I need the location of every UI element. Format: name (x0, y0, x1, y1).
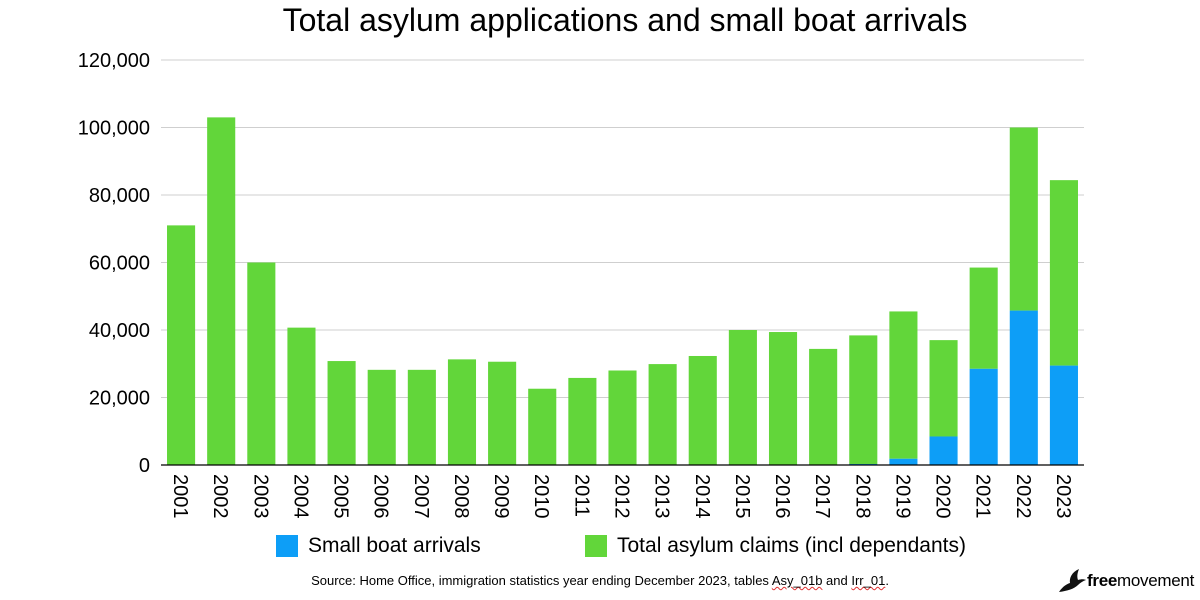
x-tick-label: 2017 (811, 474, 833, 519)
x-tick-label: 2014 (691, 474, 713, 519)
x-tick-label: 2003 (249, 474, 271, 519)
x-tick-label: 2004 (289, 474, 311, 519)
x-tick-label: 2021 (972, 474, 994, 519)
bar-total-asylum-claims-2016 (768, 332, 798, 465)
bar-small-boat-arrivals-2020 (929, 436, 958, 465)
x-tick-label: 2019 (891, 474, 913, 519)
bar-total-asylum-claims-2012 (608, 370, 637, 465)
bar-total-asylum-claims-2002 (207, 117, 236, 465)
bar-total-asylum-claims-2017 (809, 348, 838, 465)
legend-item-total-asylum-claims: Total asylum claims (incl dependants) (585, 534, 966, 558)
x-tick-labels: 2001 2002 2003 2004 2005 2006 2007 2008 2009 2010… (169, 474, 1074, 519)
x-tick-label: 2005 (330, 474, 352, 519)
bar-total-asylum-claims-2001 (167, 225, 196, 465)
x-tick-label: 2023 (1052, 474, 1074, 519)
source-note-table-2: Irr_01 (851, 573, 886, 588)
bar-total-asylum-claims-2023 (1049, 180, 1078, 366)
bar-total-asylum-claims-2005 (327, 361, 356, 465)
brand-name-rest: movement (1117, 571, 1194, 590)
legend-label-small-boat-arrivals: Small boat arrivals (308, 534, 481, 557)
legend-swatch-total-asylum-claims (585, 535, 607, 557)
bar-total-asylum-claims-2018 (849, 335, 878, 464)
bar-total-asylum-claims-2004 (287, 327, 316, 465)
x-tick-label: 2018 (851, 474, 873, 519)
x-tick-label: 2006 (370, 474, 392, 519)
x-tick-label: 2020 (932, 474, 954, 519)
y-tick-label: 60,000 (89, 253, 150, 275)
bar-total-asylum-claims-2021 (969, 267, 998, 369)
x-tick-label: 2011 (570, 474, 592, 517)
bars (167, 117, 1078, 465)
bar-total-asylum-claims-2022 (1009, 127, 1038, 311)
x-tick-label: 2022 (1012, 474, 1034, 519)
legend: Small boat arrivals Total asylum claims … (0, 534, 1200, 564)
source-note-suffix: . (885, 573, 889, 588)
x-tick-label: 2008 (450, 474, 472, 519)
y-tick-label: 120,000 (78, 50, 150, 72)
bar-total-asylum-claims-2008 (447, 359, 477, 465)
source-note-prefix: Source: Home Office, immigration statist… (311, 573, 772, 588)
bar-small-boat-arrivals-2022 (1009, 310, 1038, 465)
chart-title: Total asylum applications and small boat… (282, 2, 968, 38)
bar-total-asylum-claims-2014 (688, 355, 717, 465)
x-tick-label: 2012 (611, 474, 633, 519)
x-tick-label: 2002 (209, 474, 231, 519)
bar-total-asylum-claims-2006 (367, 369, 396, 465)
bar-total-asylum-claims-2011 (568, 377, 597, 465)
x-tick-label: 2009 (490, 474, 512, 519)
y-tick-label: 20,000 (89, 388, 150, 410)
legend-swatch-small-boat-arrivals (276, 535, 298, 557)
x-tick-label: 2015 (731, 474, 753, 519)
bar-total-asylum-claims-2003 (247, 262, 276, 465)
x-tick-label: 2016 (771, 474, 793, 519)
bar-total-asylum-claims-2019 (889, 311, 918, 459)
x-tick-label: 2010 (530, 474, 552, 519)
y-tick-label: 80,000 (89, 185, 150, 207)
bar-total-asylum-claims-2013 (648, 364, 677, 465)
bar-total-asylum-claims-2020 (929, 340, 958, 437)
y-tick-labels: 0 20,000 40,000 60,000 80,000 100,000 120,000 (78, 50, 150, 477)
bar-total-asylum-claims-2015 (728, 330, 757, 465)
x-tick-label: 2013 (651, 474, 673, 519)
source-note-middle: and (822, 573, 852, 588)
y-tick-label: 0 (139, 455, 150, 477)
brand-name-bold: free (1087, 571, 1118, 590)
legend-label-total-asylum-claims: Total asylum claims (incl dependants) (617, 534, 966, 557)
y-tick-label: 40,000 (89, 320, 150, 342)
source-note-table-1: Asy_01b (771, 573, 823, 588)
bird-logo-icon (1059, 569, 1087, 592)
bar-small-boat-arrivals-2019 (889, 458, 918, 465)
bar-total-asylum-claims-2010 (528, 388, 557, 465)
legend-item-small-boat-arrivals: Small boat arrivals (276, 534, 481, 558)
y-tick-label: 100,000 (78, 118, 150, 140)
bar-total-asylum-claims-2009 (488, 361, 517, 465)
bar-small-boat-arrivals-2021 (969, 368, 998, 465)
bar-total-asylum-claims-2007 (407, 369, 436, 465)
brand-name: freemovement (1087, 571, 1194, 591)
x-tick-label: 2001 (169, 474, 191, 519)
source-note: Source: Home Office, immigration statist… (0, 573, 1200, 588)
brand-logo: freemovement (1057, 568, 1194, 594)
bar-small-boat-arrivals-2023 (1049, 365, 1078, 465)
x-tick-label: 2007 (410, 474, 432, 519)
